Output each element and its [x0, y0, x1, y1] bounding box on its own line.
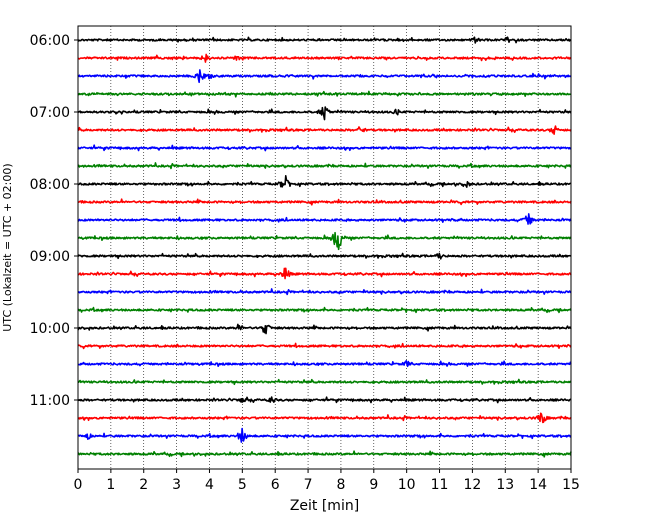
- traces: [77, 36, 572, 458]
- y-tick-label-1: 07:00: [30, 105, 70, 121]
- x-axis-label: Zeit [min]: [290, 498, 359, 514]
- y-tick-label-3: 09:00: [30, 249, 70, 265]
- x-axis-ticks: 0 1 2 3 4 5 6 7 8 9 10 11 12 13 14 15: [74, 469, 580, 493]
- x-tick-label-13: 13: [496, 477, 514, 493]
- trace-row-3: [77, 90, 572, 98]
- trace-row-2: [77, 69, 572, 84]
- trace-row-19: [77, 378, 572, 386]
- x-tick-label-5: 5: [238, 477, 247, 493]
- trace-row-20: [77, 396, 572, 404]
- trace-row-23: [77, 450, 572, 458]
- trace-row-15: [77, 306, 572, 314]
- trace-row-22: [77, 427, 572, 443]
- plot-area: [78, 26, 571, 469]
- trace-row-1: [77, 53, 572, 63]
- x-tick-label-0: 0: [74, 477, 83, 493]
- trace-row-8: [77, 175, 572, 188]
- trace-row-10: [77, 213, 572, 225]
- x-tick-label-8: 8: [336, 477, 345, 493]
- y-tick-label-4: 10:00: [30, 321, 70, 337]
- x-tick-label-14: 14: [529, 477, 547, 493]
- trace-row-13: [77, 267, 572, 280]
- y-axis-label: UTC (Lokalzeit = UTC + 02:00): [1, 163, 14, 331]
- y-tick-label-0: 06:00: [30, 33, 70, 49]
- trace-row-11: [77, 231, 572, 251]
- x-tick-label-1: 1: [106, 477, 115, 493]
- trace-row-0: [77, 36, 572, 44]
- x-tick-label-2: 2: [139, 477, 148, 493]
- x-tick-label-4: 4: [205, 477, 214, 493]
- x-tick-label-3: 3: [172, 477, 181, 493]
- trace-row-7: [77, 162, 572, 170]
- trace-row-12: [77, 252, 572, 260]
- y-tick-label-5: 11:00: [30, 393, 70, 409]
- trace-row-6: [77, 144, 572, 152]
- trace-row-9: [77, 198, 572, 206]
- x-tick-label-7: 7: [304, 477, 313, 493]
- trace-row-14: [77, 288, 572, 296]
- y-axis-ticks: 06:00 07:00 08:00 09:00 10:00 11:00: [30, 33, 78, 409]
- trace-row-16: [77, 323, 572, 335]
- x-tick-label-9: 9: [369, 477, 378, 493]
- trace-row-5: [77, 125, 572, 135]
- x-tick-label-6: 6: [271, 477, 280, 493]
- x-tick-label-11: 11: [431, 477, 449, 493]
- x-tick-label-15: 15: [562, 477, 580, 493]
- trace-row-17: [77, 342, 572, 350]
- x-tick-label-10: 10: [398, 477, 416, 493]
- grid: [110, 26, 539, 469]
- trace-row-4: [77, 106, 572, 121]
- plot-frame: [77, 25, 572, 470]
- trace-row-18: [77, 359, 572, 368]
- trace-row-21: [77, 412, 572, 424]
- x-tick-label-12: 12: [463, 477, 481, 493]
- y-tick-label-2: 08:00: [30, 177, 70, 193]
